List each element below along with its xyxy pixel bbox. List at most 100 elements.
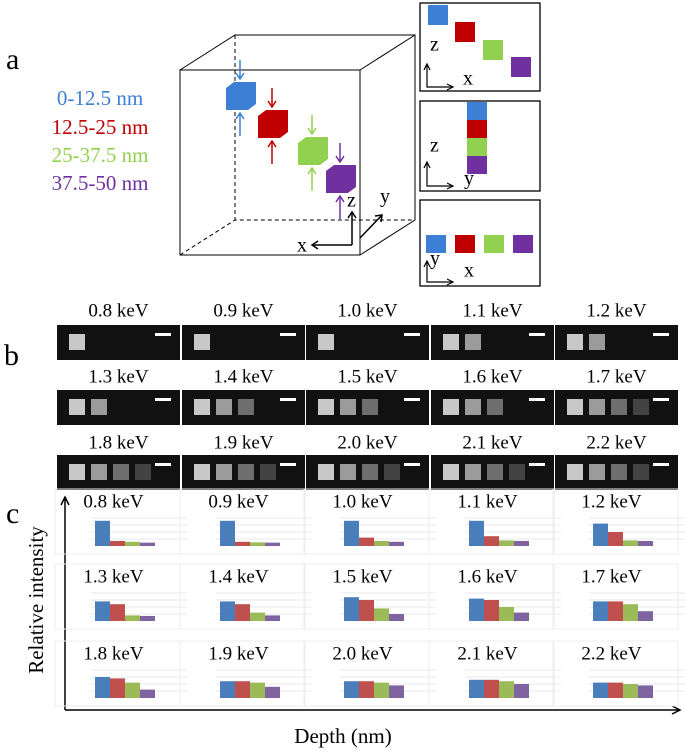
arrow-head bbox=[267, 100, 277, 109]
bar bbox=[265, 542, 280, 546]
image-spot bbox=[589, 399, 605, 415]
axis-letter: z bbox=[347, 190, 356, 212]
image-spot bbox=[238, 399, 254, 415]
chart-title: 1.9 keV bbox=[208, 643, 268, 664]
bar bbox=[265, 686, 280, 698]
bar bbox=[265, 615, 280, 621]
image-spot bbox=[443, 399, 459, 415]
bar bbox=[593, 523, 608, 546]
image-spot bbox=[194, 334, 210, 350]
image-spot bbox=[589, 334, 605, 350]
scale-bar bbox=[653, 463, 669, 466]
bar bbox=[235, 681, 250, 698]
image-spot bbox=[567, 334, 583, 350]
bar bbox=[484, 679, 499, 698]
chart-title: 1.2 keV bbox=[581, 491, 641, 512]
panel-label: a bbox=[6, 43, 19, 76]
energy-label: 1.0 keV bbox=[337, 300, 397, 321]
image-spot bbox=[589, 464, 605, 480]
energy-label: 2.0 keV bbox=[337, 432, 397, 453]
panel-label: c bbox=[6, 497, 19, 530]
chart-title: 1.7 keV bbox=[581, 566, 641, 587]
chart-frame bbox=[179, 640, 306, 707]
bar bbox=[389, 541, 404, 546]
scale-bar bbox=[404, 463, 420, 466]
projection-block bbox=[428, 5, 448, 25]
axis-title: Relative intensity bbox=[24, 526, 48, 674]
chart-frame bbox=[428, 640, 555, 707]
energy-label: 1.9 keV bbox=[213, 432, 273, 453]
bar bbox=[125, 682, 140, 698]
image-spot bbox=[194, 399, 210, 415]
image-spot bbox=[113, 464, 129, 480]
image-spot bbox=[340, 464, 356, 480]
bar bbox=[359, 681, 374, 698]
energy-label: 1.8 keV bbox=[88, 432, 148, 453]
projection-block bbox=[455, 22, 475, 42]
projection-block bbox=[467, 120, 487, 138]
bar bbox=[344, 681, 359, 698]
bar bbox=[593, 601, 608, 621]
scale-bar bbox=[280, 398, 296, 401]
scale-bar bbox=[280, 463, 296, 466]
bar bbox=[125, 541, 140, 546]
image-spot bbox=[91, 399, 107, 415]
projection-block bbox=[455, 235, 475, 253]
image-spot bbox=[443, 464, 459, 480]
image-spot bbox=[633, 399, 649, 415]
scale-bar bbox=[529, 463, 545, 466]
arrow-head bbox=[235, 72, 245, 81]
bar bbox=[638, 685, 653, 698]
image-spot bbox=[611, 464, 627, 480]
arrow-head bbox=[307, 166, 317, 175]
bar bbox=[250, 542, 265, 546]
projection-block bbox=[467, 156, 487, 174]
bar bbox=[499, 607, 514, 621]
bar bbox=[469, 598, 484, 621]
cube bbox=[179, 34, 416, 256]
bar bbox=[125, 615, 140, 621]
bar bbox=[484, 600, 499, 621]
bar bbox=[374, 682, 389, 698]
legend-entry: 12.5-25 nm bbox=[52, 115, 149, 139]
axis-letter: y bbox=[464, 168, 474, 190]
depth-block bbox=[326, 165, 356, 193]
scale-bar bbox=[653, 333, 669, 336]
bar bbox=[623, 684, 638, 698]
bar bbox=[374, 608, 389, 621]
energy-label: 0.8 keV bbox=[88, 300, 148, 321]
projection-block bbox=[426, 235, 446, 253]
chart-title: 1.5 keV bbox=[332, 566, 392, 587]
bar bbox=[250, 682, 265, 698]
energy-label: 1.6 keV bbox=[462, 366, 522, 387]
projection-block bbox=[484, 235, 504, 253]
bar bbox=[514, 612, 529, 621]
chart-frame bbox=[552, 488, 679, 555]
depth-block bbox=[226, 82, 256, 110]
energy-label: 1.1 keV bbox=[462, 300, 522, 321]
axis-letter: x bbox=[297, 235, 307, 257]
scale-bar bbox=[155, 333, 171, 336]
projection-frames bbox=[419, 2, 541, 287]
image-spot bbox=[487, 464, 503, 480]
image-spot bbox=[318, 334, 334, 350]
bar bbox=[469, 520, 484, 546]
scale-bar bbox=[155, 463, 171, 466]
bar bbox=[389, 685, 404, 698]
bar bbox=[95, 601, 110, 621]
projection-block bbox=[511, 57, 531, 77]
bar bbox=[110, 540, 125, 546]
scale-bar bbox=[404, 333, 420, 336]
bar bbox=[140, 689, 155, 698]
image-spot bbox=[91, 464, 107, 480]
bar bbox=[608, 601, 623, 621]
bar bbox=[95, 520, 110, 546]
bar bbox=[374, 540, 389, 546]
bar bbox=[608, 532, 623, 546]
bar bbox=[220, 681, 235, 698]
image-spot bbox=[443, 334, 459, 350]
bar bbox=[235, 604, 250, 621]
bar bbox=[469, 679, 484, 698]
chart-frame bbox=[179, 488, 306, 555]
